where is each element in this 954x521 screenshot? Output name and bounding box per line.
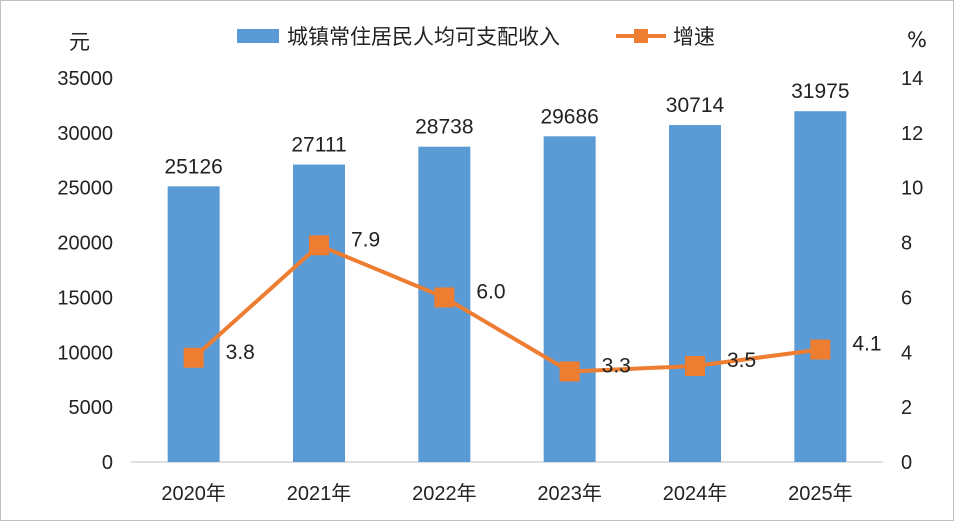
bar bbox=[669, 125, 721, 462]
growth-point bbox=[434, 287, 455, 308]
x-tick-label: 2020年 bbox=[161, 482, 226, 505]
bar bbox=[543, 136, 596, 462]
legend-bar-swatch bbox=[237, 29, 279, 43]
legend: 城镇常住居民人均可支配收入 增速 bbox=[237, 25, 715, 49]
bar-value-label: 29686 bbox=[540, 105, 598, 128]
growth-value-label: 6.0 bbox=[476, 280, 505, 303]
growth-value-label: 7.9 bbox=[351, 228, 380, 251]
x-tick-label: 2023年 bbox=[537, 482, 602, 505]
right-tick-label: 4 bbox=[901, 342, 912, 364]
right-tick-label: 10 bbox=[901, 178, 923, 200]
bar-value-label: 27111 bbox=[291, 134, 346, 157]
left-tick-label: 30000 bbox=[57, 123, 113, 145]
growth-value-label: 3.8 bbox=[226, 341, 255, 364]
left-axis-unit: 元 bbox=[69, 30, 90, 54]
left-tick-label: 5000 bbox=[69, 397, 114, 419]
growth-point bbox=[810, 339, 831, 360]
legend-line-marker bbox=[634, 29, 648, 43]
x-tick-label: 2025年 bbox=[788, 482, 853, 505]
bar-value-label: 28738 bbox=[415, 116, 473, 139]
legend-line-label: 增速 bbox=[673, 25, 715, 49]
legend-bar-label: 城镇常住居民人均可支配收入 bbox=[287, 25, 560, 49]
x-tick-label: 2021年 bbox=[287, 482, 352, 505]
right-tick-label: 14 bbox=[901, 68, 923, 90]
growth-point bbox=[309, 235, 329, 256]
growth-value-label: 3.3 bbox=[602, 354, 631, 377]
right-tick-label: 0 bbox=[901, 452, 912, 474]
bar bbox=[167, 186, 220, 462]
left-tick-label: 35000 bbox=[57, 68, 113, 90]
right-tick-label: 12 bbox=[901, 123, 923, 145]
right-axis-unit: % bbox=[907, 28, 927, 52]
right-tick-label: 8 bbox=[901, 233, 912, 255]
right-tick-label: 2 bbox=[901, 397, 912, 419]
bar-value-label: 30714 bbox=[666, 94, 725, 117]
growth-point bbox=[685, 356, 705, 376]
bar bbox=[293, 164, 345, 463]
growth-line bbox=[192, 243, 821, 374]
x-tick-label: 2024年 bbox=[663, 482, 728, 505]
growth-value-label: 4.1 bbox=[852, 333, 881, 356]
plot-area: 0 5000 10000 15000 20000 25000 30000 35000 0 2 4 6 8… bbox=[57, 68, 923, 505]
growth-point bbox=[559, 361, 580, 382]
left-tick-label: 25000 bbox=[57, 178, 113, 200]
right-tick-label: 6 bbox=[901, 287, 912, 309]
bar bbox=[794, 111, 847, 462]
bar-value-label: 25126 bbox=[164, 155, 222, 178]
bar-value-label: 31975 bbox=[791, 80, 849, 103]
growth-value-label: 3.5 bbox=[727, 349, 756, 372]
x-tick-label: 2022年 bbox=[412, 482, 477, 505]
left-tick-label: 10000 bbox=[57, 342, 113, 364]
left-tick-label: 0 bbox=[102, 452, 113, 474]
left-tick-label: 20000 bbox=[57, 233, 113, 255]
growth-point bbox=[183, 347, 204, 368]
left-tick-label: 15000 bbox=[57, 287, 113, 309]
